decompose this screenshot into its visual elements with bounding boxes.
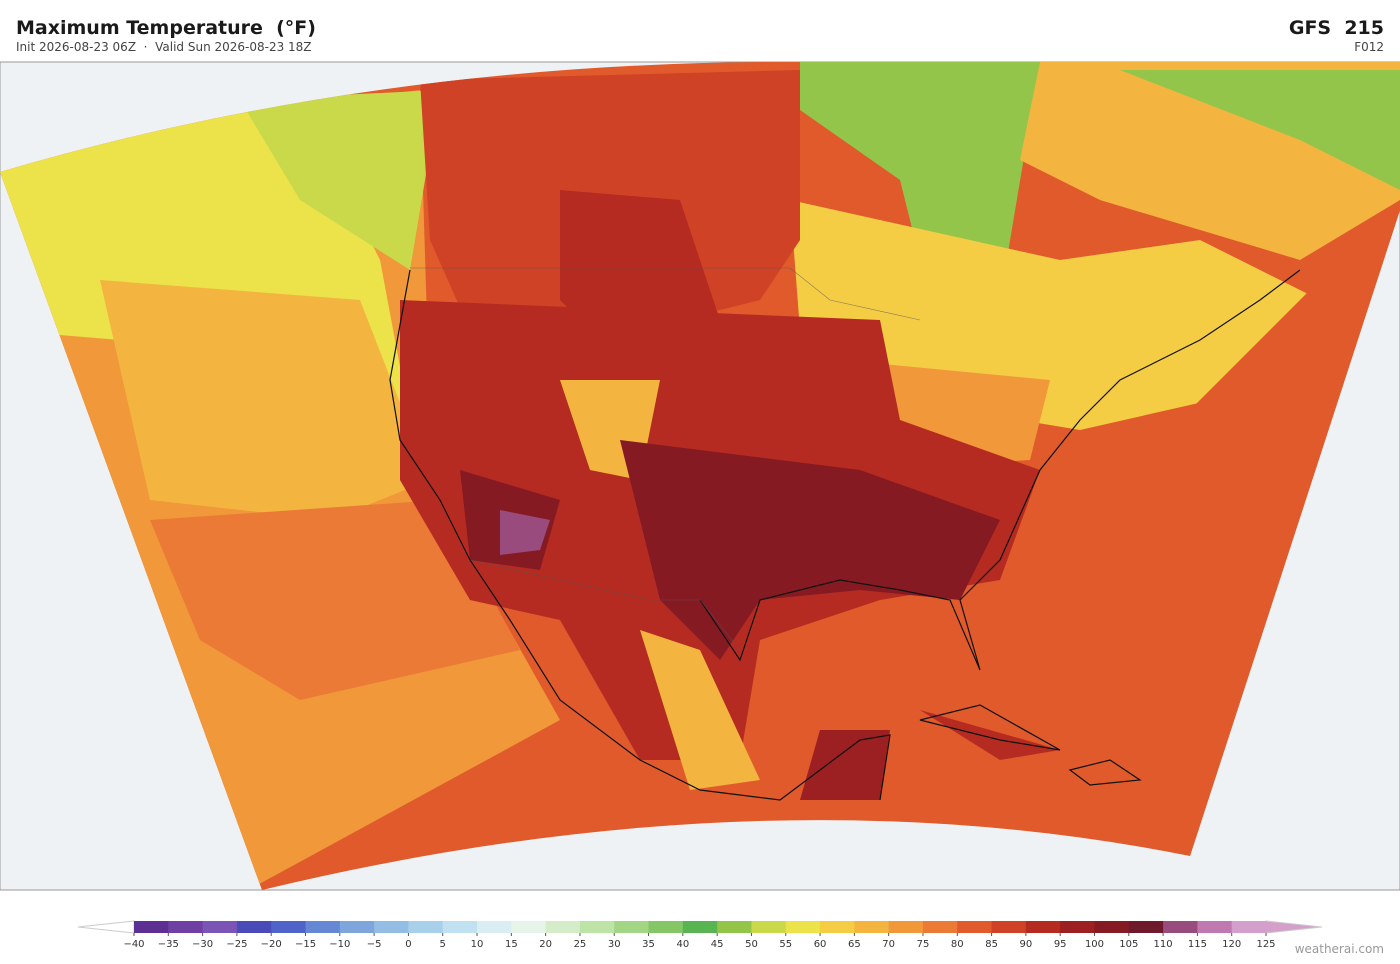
colorbar-tick-label: 115 bbox=[1188, 939, 1207, 950]
colorbar-bin bbox=[339, 921, 375, 933]
colorbar-tick-label: −35 bbox=[158, 939, 179, 950]
colorbar-bin bbox=[854, 921, 890, 933]
colorbar-tick-label: 95 bbox=[1054, 939, 1067, 950]
colorbar-bin bbox=[648, 921, 684, 933]
colorbar-tick-label: −15 bbox=[295, 939, 316, 950]
colorbar-bin bbox=[271, 921, 307, 933]
colorbar-tick-label: 120 bbox=[1222, 939, 1241, 950]
colorbar-bin bbox=[305, 921, 341, 933]
colorbar-tick-label: 85 bbox=[985, 939, 998, 950]
forecast-hour: F012 bbox=[1354, 40, 1384, 54]
colorbar-bin bbox=[614, 921, 650, 933]
colorbar-tick-label: 45 bbox=[711, 939, 724, 950]
colorbar-bin bbox=[1163, 921, 1198, 933]
colorbar-bin bbox=[1060, 921, 1095, 933]
colorbar-over bbox=[1265, 920, 1323, 934]
colorbar-tick-label: 100 bbox=[1085, 939, 1104, 950]
map bbox=[0, 61, 1400, 891]
colorbar-tick-label: 55 bbox=[779, 939, 792, 950]
colorbar-tick-label: 70 bbox=[882, 939, 895, 950]
colorbar-tick-label: 65 bbox=[848, 939, 861, 950]
colorbar-bin bbox=[820, 921, 855, 933]
colorbar-tick-label: 15 bbox=[505, 939, 518, 950]
colorbar-tick-label: −30 bbox=[192, 939, 213, 950]
colorbar-bin bbox=[511, 921, 547, 933]
coastlines bbox=[389, 269, 1301, 801]
colorbar-tick-label: 110 bbox=[1154, 939, 1173, 950]
colorbar-bin bbox=[922, 921, 958, 933]
colorbar-bin bbox=[1231, 921, 1267, 933]
subtitle: Init 2026-08-23 06Z · Valid Sun 2026-08-… bbox=[16, 40, 312, 54]
colorbar-bin bbox=[579, 921, 615, 933]
colorbar-bin bbox=[168, 921, 204, 933]
colorbar-tick-label: −40 bbox=[123, 939, 144, 950]
borders bbox=[410, 267, 921, 651]
colorbar-tick-label: 35 bbox=[642, 939, 655, 950]
title: Maximum Temperature (°F) bbox=[16, 17, 316, 39]
colorbar-under bbox=[77, 920, 135, 934]
colorbar-tick-label: −20 bbox=[261, 939, 282, 950]
colorbar-bin bbox=[1094, 921, 1130, 933]
colorbar-tick-label: 75 bbox=[917, 939, 930, 950]
colorbar-tick-label: 25 bbox=[574, 939, 587, 950]
colorbar-bin bbox=[134, 921, 169, 933]
colorbar-bin bbox=[888, 921, 924, 933]
colorbar-tick-label: 105 bbox=[1119, 939, 1138, 950]
colorbar-bin bbox=[682, 921, 718, 933]
colorbar-bin bbox=[202, 921, 238, 933]
colorbar-tick-label: 60 bbox=[814, 939, 827, 950]
colorbar-bin bbox=[477, 921, 512, 933]
colorbar-bin bbox=[991, 921, 1027, 933]
colorbar-tick-label: 80 bbox=[951, 939, 964, 950]
colorbar-tick-label: 125 bbox=[1256, 939, 1275, 950]
colorbar-bin bbox=[751, 921, 787, 933]
colorbar-bin bbox=[442, 921, 478, 933]
colorbar-tick-label: −5 bbox=[367, 939, 382, 950]
colorbar-bin bbox=[1025, 921, 1061, 933]
colorbar-tick-label: 10 bbox=[471, 939, 484, 950]
colorbar-bin bbox=[785, 921, 821, 933]
colorbar-bin bbox=[374, 921, 409, 933]
colorbar-tick-label: 30 bbox=[608, 939, 621, 950]
colorbar-tick-label: 5 bbox=[440, 939, 446, 950]
colorbar-bin bbox=[1128, 921, 1164, 933]
colorbar-bin bbox=[1197, 921, 1233, 933]
colorbar-tick-label: 50 bbox=[745, 939, 758, 950]
temperature-field bbox=[0, 62, 1400, 891]
colorbar-tick-label: 40 bbox=[676, 939, 689, 950]
colorbar-bin bbox=[717, 921, 752, 933]
model-name: GFS 215 bbox=[1289, 17, 1384, 39]
colorbar-bin bbox=[957, 921, 993, 933]
credit: weatherai.com bbox=[1295, 942, 1384, 956]
colorbar-tick-label: −25 bbox=[226, 939, 247, 950]
colorbar-tick-label: 20 bbox=[539, 939, 552, 950]
colorbar-bin bbox=[545, 921, 581, 933]
colorbar-tick-label: −10 bbox=[329, 939, 350, 950]
colorbar-tick-label: 0 bbox=[405, 939, 411, 950]
colorbar-tick-label: 90 bbox=[1020, 939, 1033, 950]
colorbar-bin bbox=[408, 921, 444, 933]
colorbar: −40 −35 −30 −25 −20 −15 −10 −5 0 5 10 15 20 25 30 35 40 4… bbox=[77, 920, 1323, 950]
colorbar-bin bbox=[236, 921, 272, 933]
